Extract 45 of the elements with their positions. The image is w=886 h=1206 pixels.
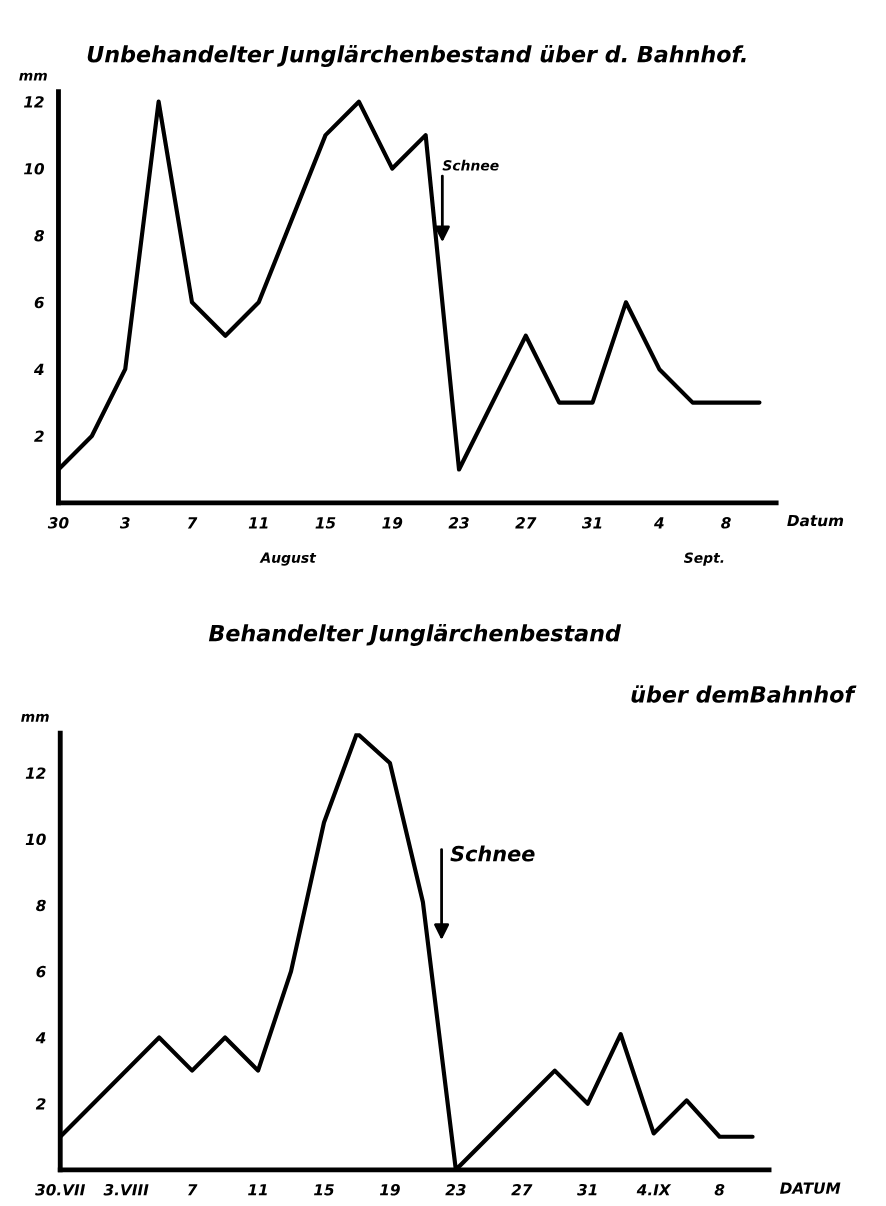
x-tick-label: 27 [511,1183,533,1196]
chart-subtitle: über demBahnhof [631,685,857,703]
x-tick-label: 7 [187,517,198,529]
x-tick-label: 19 [379,1183,400,1196]
x-tick-label: 4.IX [636,1184,672,1196]
x-axis-title: DATUM [780,1182,841,1194]
y-axis-title: mm [21,713,49,722]
x-tick-label: 31 [581,517,602,529]
annotation: Schnee [442,159,499,171]
y-tick-label: 2 [34,430,44,442]
x-tick-label: 15 [315,517,336,529]
y-tick-label: 4 [35,1032,46,1044]
x-tick-label: 3 [119,517,130,529]
x-tick-label: 19 [382,517,403,529]
x-tick-label: 30 [47,517,69,529]
y-tick-label: 8 [34,229,45,242]
x-tick-label: 31 [577,1183,597,1196]
x-tick-label: 7 [188,1184,198,1196]
text: Sept. [683,552,724,566]
y-axis-title: mm [19,72,47,81]
x-tick-label: 8 [721,517,731,529]
x-tick-label: 11 [248,1184,267,1196]
y-tick-label: 12 [23,96,44,108]
x-tick-label: 23 [445,1183,466,1196]
x-tick-label: 23 [448,517,469,529]
x-tick-label: 15 [314,1184,334,1196]
y-tick-label: 8 [36,899,46,912]
y-tick-label: 4 [33,363,44,375]
annotation: Schnee [450,845,535,862]
x-axis-title: Datum [787,514,844,527]
y-tick-label: 2 [35,1098,46,1110]
x-tick-label: 8 [714,1183,725,1196]
x-tick-label: 4 [653,517,664,529]
y-tick-label: 10 [25,833,46,846]
x-tick-label: 27 [515,517,537,529]
y-tick-label: 6 [36,965,46,978]
x-tick-label: 3.VIII [103,1183,149,1196]
y-tick-label: 10 [23,163,45,175]
y-tick-label: 12 [25,767,46,779]
x-tick-label: 11 [248,517,268,529]
chart-title: Unbehandelter Junglärchenbestand über d. Bahnhof. [87,44,746,67]
text: August [259,552,317,566]
x-tick-label: 30.VII [35,1183,86,1196]
chart-title: Behandelter Junglärchenbestand [208,623,622,646]
y-tick-label: 6 [34,296,45,309]
